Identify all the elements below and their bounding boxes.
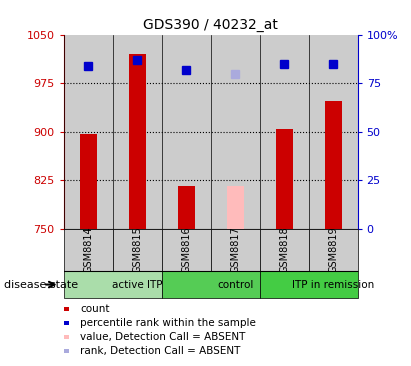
Bar (113, 229, 162, 271)
Bar (260, 229, 309, 271)
Bar (309, 229, 358, 271)
Text: percentile rank within the sample: percentile rank within the sample (80, 318, 256, 328)
Text: disease state: disease state (4, 280, 78, 290)
Title: GDS390 / 40232_at: GDS390 / 40232_at (143, 18, 278, 32)
Bar (64, 271, 162, 298)
Text: ITP in remission: ITP in remission (292, 280, 374, 290)
Text: GSM8818: GSM8818 (279, 227, 289, 273)
Bar (178, 186, 195, 229)
Text: control: control (217, 280, 253, 290)
Text: GSM8815: GSM8815 (132, 227, 142, 273)
Bar (260, 271, 358, 298)
Bar (260, 35, 309, 229)
Text: value, Detection Call = ABSENT: value, Detection Call = ABSENT (80, 332, 245, 342)
Text: GSM8814: GSM8814 (83, 227, 93, 273)
Bar (226, 186, 244, 229)
Text: GSM8817: GSM8817 (230, 227, 240, 273)
Bar (325, 101, 342, 229)
Text: GSM8819: GSM8819 (328, 227, 338, 273)
Bar (211, 35, 260, 229)
Bar (162, 271, 260, 298)
Text: GSM8816: GSM8816 (181, 227, 191, 273)
Bar (80, 134, 97, 229)
Text: active ITP: active ITP (112, 280, 162, 290)
Text: count: count (80, 304, 110, 314)
Bar (129, 54, 146, 229)
Bar (162, 229, 211, 271)
Bar (211, 229, 260, 271)
Bar (309, 35, 358, 229)
Text: rank, Detection Call = ABSENT: rank, Detection Call = ABSENT (80, 346, 240, 356)
Bar (113, 35, 162, 229)
Bar (64, 229, 113, 271)
Bar (162, 35, 211, 229)
Bar (275, 128, 293, 229)
Bar (64, 35, 113, 229)
